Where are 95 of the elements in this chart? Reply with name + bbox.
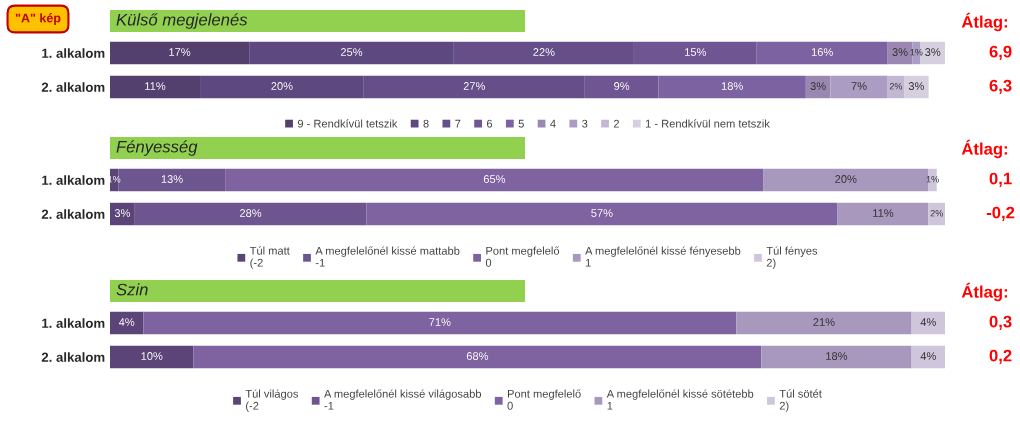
legend-label: A megfelelőnél kissé világosabb -1 bbox=[324, 389, 482, 410]
bar bbox=[928, 168, 937, 192]
bar bbox=[143, 311, 737, 335]
data-label: 27% bbox=[463, 82, 486, 90]
bar bbox=[763, 168, 929, 192]
legend-label: 9 - Rendkívül tetszik bbox=[297, 119, 398, 128]
data-label: 3% bbox=[908, 82, 924, 90]
legend-label: 7 bbox=[455, 119, 461, 128]
bar bbox=[736, 311, 912, 335]
data-label: 25% bbox=[340, 48, 363, 56]
data-label: 3% bbox=[925, 48, 941, 56]
y-tick-label: 1. alkalom bbox=[42, 175, 105, 185]
bar bbox=[134, 202, 367, 226]
bar bbox=[911, 345, 945, 369]
data-label: 18% bbox=[826, 352, 848, 360]
text: Átlag: bbox=[961, 12, 1008, 32]
data-label: 3% bbox=[810, 82, 826, 90]
data-label: 7% bbox=[851, 82, 867, 90]
data-label: 3% bbox=[892, 48, 908, 56]
bar bbox=[193, 345, 762, 369]
bar bbox=[225, 168, 764, 192]
data-label: 18% bbox=[721, 82, 743, 90]
data-label: 16% bbox=[811, 48, 833, 56]
data-label: 11% bbox=[873, 209, 894, 217]
data-label: 22% bbox=[533, 48, 555, 56]
bar bbox=[110, 345, 194, 369]
y-tick-label: 2. alkalom bbox=[41, 82, 105, 92]
data-label: 15% bbox=[685, 48, 707, 56]
data-label: 57% bbox=[591, 209, 613, 217]
text: Átlag: bbox=[961, 139, 1008, 159]
data-label: 4% bbox=[118, 318, 135, 326]
text: Átlag: bbox=[961, 282, 1008, 302]
text: 6,3 bbox=[989, 79, 1012, 94]
y-tick-label: 1. alkalom bbox=[42, 48, 105, 58]
data-label: 20% bbox=[835, 175, 857, 183]
data-label: 9% bbox=[614, 82, 630, 90]
bar bbox=[830, 75, 888, 99]
legend-label: 4 bbox=[550, 119, 556, 128]
chart-title: Fényesség bbox=[116, 140, 198, 156]
data-label: 65% bbox=[483, 175, 506, 183]
data-label: 71% bbox=[429, 318, 451, 326]
y-tick-label: 2. alkalom bbox=[41, 209, 105, 219]
legend-label: Túl világos (-2 bbox=[245, 389, 299, 412]
legend-label: Túl fényes 2) bbox=[766, 246, 818, 269]
bar bbox=[110, 202, 135, 226]
data-label: 68% bbox=[466, 352, 489, 360]
data-label: 4% bbox=[920, 318, 936, 326]
data-label: 2% bbox=[930, 210, 943, 217]
legend-label: 5 bbox=[518, 119, 524, 128]
text: 0,2 bbox=[989, 349, 1012, 364]
data-label: 11% bbox=[145, 82, 166, 90]
legend-label: 2 bbox=[613, 119, 619, 128]
bar bbox=[110, 41, 250, 65]
bar bbox=[366, 202, 838, 226]
legend-label: 6 bbox=[487, 119, 493, 128]
legend-label: 1 - Rendkívül nem tetszik bbox=[645, 119, 770, 128]
legend-label: A megfelelőnél kissé mattabb -1 bbox=[315, 246, 460, 267]
bar bbox=[837, 202, 929, 226]
data-label: 20% bbox=[271, 82, 293, 90]
data-label: 1% bbox=[910, 49, 923, 56]
legend-label: Túl matt (-2 bbox=[249, 246, 290, 269]
legend-label: 8 bbox=[423, 119, 429, 128]
text: 6,9 bbox=[989, 45, 1012, 60]
data-label: 17% bbox=[169, 48, 191, 56]
text: 0,1 bbox=[989, 172, 1012, 187]
data-label: 2% bbox=[889, 83, 903, 90]
bar bbox=[110, 75, 201, 99]
legend-label: Pont megfelelő 0 bbox=[507, 389, 581, 410]
bar bbox=[911, 311, 945, 335]
data-label: 10% bbox=[141, 352, 163, 360]
chart-title: Szin bbox=[116, 283, 148, 296]
y-tick-label: 2. alkalom bbox=[41, 352, 105, 362]
chart-title: Külső megjelenés bbox=[116, 13, 248, 29]
legend-label: 3 bbox=[582, 119, 588, 128]
legend-label: A megfelelőnél kissé fényesebb 1 bbox=[585, 246, 741, 267]
legend-label: Túl sötét 2) bbox=[779, 389, 822, 412]
bar bbox=[110, 311, 144, 335]
bar bbox=[928, 202, 945, 226]
legend-label: A megfelelőnél kissé sötétebb 1 bbox=[606, 389, 754, 410]
data-label: 4% bbox=[920, 352, 936, 360]
data-label: 13% bbox=[161, 175, 183, 183]
data-label: 3% bbox=[114, 209, 131, 217]
bar bbox=[761, 345, 912, 369]
y-tick-label: 1. alkalom bbox=[42, 318, 105, 328]
data-label: 21% bbox=[813, 318, 835, 326]
text: "A" kép bbox=[15, 13, 61, 25]
data-label: 1% bbox=[108, 176, 121, 183]
text: 0,3 bbox=[989, 315, 1012, 330]
bar bbox=[756, 41, 888, 65]
bar bbox=[904, 75, 929, 99]
data-label: 28% bbox=[239, 209, 262, 217]
bar bbox=[658, 75, 806, 99]
legend-label: Pont megfelelő 0 bbox=[485, 246, 560, 267]
data-label: 1% bbox=[926, 176, 939, 183]
text: -0,2 bbox=[986, 206, 1015, 221]
